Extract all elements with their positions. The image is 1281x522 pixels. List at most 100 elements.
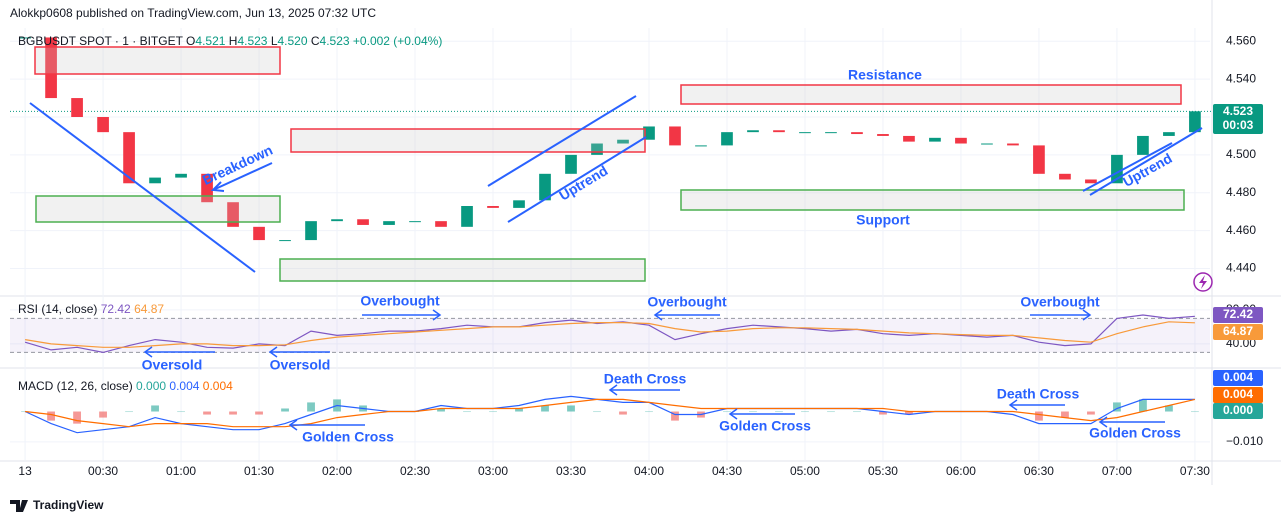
signal-badge	[1213, 387, 1263, 403]
x-tick-label: 13	[18, 464, 32, 478]
candle	[955, 137, 967, 144]
candle	[409, 221, 421, 223]
candle	[1111, 154, 1123, 184]
histogram-bar	[177, 411, 185, 413]
candle	[331, 219, 343, 222]
trend-line	[1089, 127, 1203, 196]
candle	[929, 137, 941, 142]
annotation: Resistance	[848, 67, 922, 83]
x-tick-label: 07:30	[1180, 464, 1210, 478]
histogram-bar	[151, 405, 159, 412]
histogram-bar	[645, 411, 653, 413]
alert-icon-bolt	[1199, 275, 1207, 289]
histogram-bar	[853, 411, 861, 413]
x-tick-label: 01:30	[244, 464, 274, 478]
rsi-band	[10, 318, 1210, 353]
candle	[175, 173, 187, 178]
label: H	[229, 34, 238, 48]
symbol: BGBUSDT SPOT · 1 · BITGET	[18, 34, 184, 48]
trend-line	[487, 95, 637, 187]
trend-line	[29, 102, 256, 273]
value: 4.521	[195, 34, 225, 48]
label: L	[271, 34, 278, 48]
x-tick-label: 06:30	[1024, 464, 1054, 478]
signal-badge-text: 0.004	[1223, 387, 1253, 401]
histogram-bar	[307, 402, 315, 412]
annotation: Support	[856, 212, 910, 228]
rsi-badge	[1213, 307, 1263, 323]
value: 4.523	[237, 34, 267, 48]
series-line	[25, 321, 1195, 348]
histogram-bar	[99, 411, 107, 418]
candle	[981, 143, 993, 145]
arrow-head	[653, 309, 663, 321]
histogram-bar	[47, 411, 55, 421]
candle	[1059, 173, 1071, 180]
histogram-bar	[1087, 411, 1095, 415]
histogram-bar	[229, 411, 237, 415]
candle	[617, 139, 629, 144]
histogram-bar	[437, 408, 445, 412]
drawings	[34, 46, 1185, 282]
candle	[1033, 145, 1045, 174]
histogram-bar	[463, 411, 471, 413]
value: 4.520	[278, 34, 308, 48]
candle	[565, 154, 577, 174]
histogram-bar	[567, 405, 575, 412]
arrow-head	[210, 181, 225, 192]
histogram-bar	[1191, 411, 1199, 413]
rsi-ma-badge	[1213, 324, 1263, 340]
candle	[539, 173, 551, 201]
alert-icon[interactable]	[1193, 272, 1213, 292]
arrow-head	[728, 408, 738, 420]
x-tick-label: 06:00	[946, 464, 976, 478]
annotation: Golden Cross	[302, 429, 394, 445]
annotation: Overbought	[360, 293, 440, 309]
zone-box	[35, 195, 281, 223]
x-tick-label: 02:30	[400, 464, 430, 478]
candle	[1137, 135, 1149, 155]
x-tick-label: 03:00	[478, 464, 508, 478]
rsi-badge-text: 72.42	[1223, 307, 1253, 321]
label: O	[186, 34, 195, 48]
arrow-head	[608, 384, 618, 396]
candle	[1189, 111, 1201, 133]
candle	[773, 130, 785, 133]
candle	[903, 135, 915, 142]
histogram-bar	[255, 411, 263, 415]
rsi-ma-badge-text: 64.87	[1223, 324, 1253, 338]
histogram-bar	[801, 411, 809, 413]
y-tick-label: −0.010	[1226, 434, 1263, 448]
histogram-bar	[905, 411, 913, 415]
candle	[799, 132, 811, 134]
candle	[279, 240, 291, 242]
histogram-bar	[775, 411, 783, 413]
candle	[643, 126, 655, 140]
value: 0.000	[136, 379, 166, 393]
annotation: Oversold	[142, 357, 203, 373]
annotation: Death Cross	[604, 371, 687, 387]
change: +0.002 (+0.04%)	[353, 34, 442, 48]
candle	[1085, 179, 1097, 184]
candle	[1007, 143, 1019, 146]
value: 4.523	[320, 34, 350, 48]
arrow-head	[288, 419, 298, 431]
histogram-bar	[1061, 411, 1069, 418]
candle	[253, 226, 265, 241]
publisher: Alokkp0608 published on TradingView.com,…	[10, 6, 376, 20]
histogram-bar	[1035, 411, 1043, 421]
series-line	[25, 398, 1196, 428]
histogram-bar	[1165, 405, 1173, 412]
candle	[877, 134, 889, 136]
x-tick-label: 05:30	[868, 464, 898, 478]
zone-box	[680, 189, 1185, 211]
x-tick-label: 00:30	[88, 464, 118, 478]
macd-badge-text: 0.004	[1223, 370, 1253, 384]
candle	[695, 145, 707, 147]
candle	[97, 117, 109, 133]
candle	[721, 132, 733, 146]
histogram-bar	[125, 411, 133, 413]
x-tick-label: 02:00	[322, 464, 352, 478]
brand: TradingView	[33, 498, 104, 512]
